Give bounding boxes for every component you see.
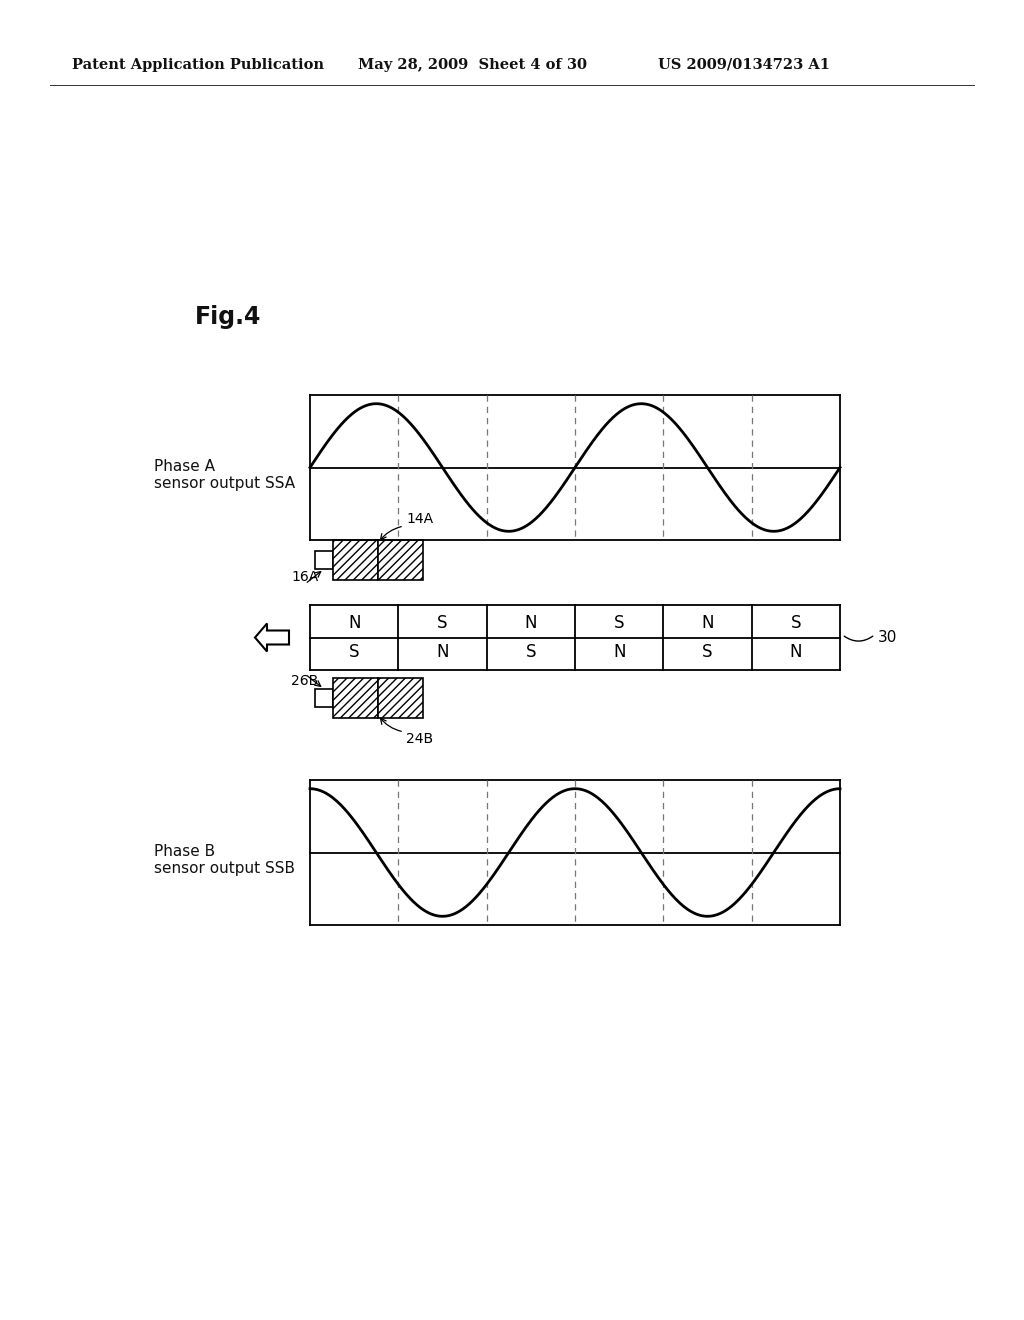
- Text: S: S: [525, 643, 537, 661]
- Text: N: N: [524, 614, 537, 631]
- Text: S: S: [791, 614, 801, 631]
- Text: Fig.4: Fig.4: [195, 305, 261, 329]
- Text: N: N: [701, 614, 714, 631]
- Text: 14A: 14A: [406, 512, 433, 525]
- Text: 30: 30: [878, 630, 897, 645]
- Text: Phase B
sensor output SSB: Phase B sensor output SSB: [154, 843, 295, 876]
- Text: N: N: [613, 643, 626, 661]
- Text: N: N: [436, 643, 449, 661]
- Text: S: S: [702, 643, 713, 661]
- Text: 24B: 24B: [406, 733, 433, 746]
- Text: S: S: [437, 614, 447, 631]
- Bar: [315, 689, 333, 708]
- Text: US 2009/0134723 A1: US 2009/0134723 A1: [658, 58, 830, 73]
- Bar: [315, 550, 333, 569]
- Text: 26B: 26B: [292, 675, 318, 688]
- Bar: [378, 678, 423, 718]
- Bar: [333, 678, 378, 718]
- Bar: [333, 540, 378, 579]
- Text: S: S: [349, 643, 359, 661]
- Text: 16A: 16A: [292, 570, 318, 583]
- Text: Phase A
sensor output SSA: Phase A sensor output SSA: [154, 458, 295, 491]
- Text: Patent Application Publication: Patent Application Publication: [72, 58, 324, 73]
- Text: May 28, 2009  Sheet 4 of 30: May 28, 2009 Sheet 4 of 30: [358, 58, 587, 73]
- Text: N: N: [348, 614, 360, 631]
- Text: N: N: [790, 643, 802, 661]
- Text: S: S: [614, 614, 625, 631]
- Bar: [378, 540, 423, 579]
